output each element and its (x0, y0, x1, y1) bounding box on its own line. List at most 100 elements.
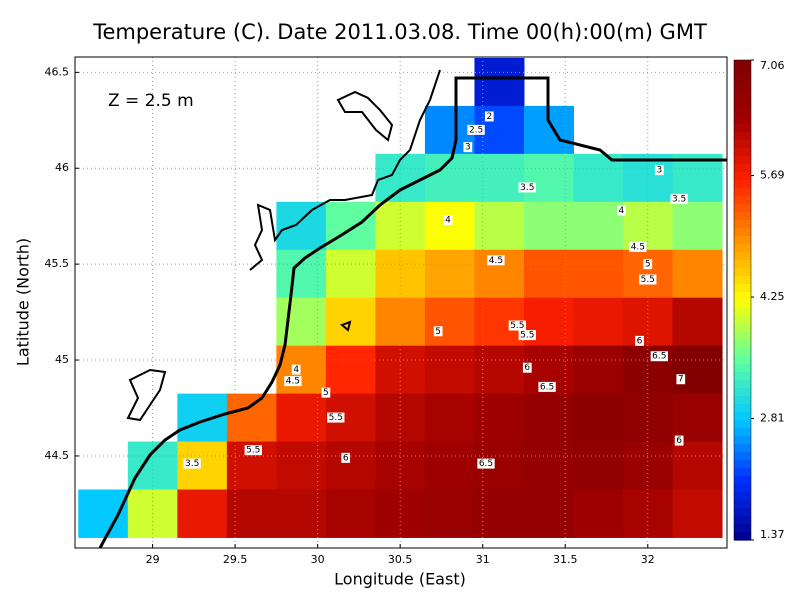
colorbar-segment (734, 108, 751, 117)
x-tick-label: 30.5 (388, 553, 413, 566)
contour-label-box (674, 435, 684, 446)
cell (474, 489, 525, 538)
colorbar-segment (734, 92, 751, 101)
contour-label: 3.5 (185, 459, 199, 469)
cell (276, 393, 327, 443)
cell (325, 249, 376, 299)
colorbar-segment (734, 332, 751, 341)
contour-label-box (654, 165, 664, 176)
colorbar-segment (734, 84, 751, 93)
cell (573, 441, 624, 491)
x-axis-label: Longitude (East) (334, 570, 466, 589)
cell (573, 249, 624, 299)
contour-label: 5.5 (641, 275, 655, 285)
contour-label-box (327, 412, 345, 423)
contour-label: 6.5 (540, 382, 554, 392)
contour-label: 3.5 (520, 183, 534, 193)
cell (226, 393, 277, 443)
contour-label-box (183, 458, 201, 469)
contour-label: 2.5 (469, 125, 483, 135)
contour-label-box (670, 193, 688, 204)
colorbar-segment (734, 380, 751, 389)
colorbar-segment (734, 60, 751, 69)
x-tick-label: 31.5 (553, 553, 578, 566)
colorbar-segment (734, 476, 751, 485)
colorbar-segment (734, 292, 751, 301)
cell (325, 201, 376, 251)
colorbar-segment (734, 460, 751, 469)
colorbar-segment (734, 172, 751, 181)
contour-label: 5 (323, 388, 329, 398)
colorbar-label: 2.81 (760, 412, 785, 425)
contour-label-box (629, 241, 647, 252)
contour-label: 6 (524, 363, 530, 373)
land (98, 69, 727, 548)
cell (672, 345, 723, 395)
contour-label: 6.5 (479, 459, 493, 469)
contour-label-box (650, 351, 668, 362)
colorbar-segment (734, 364, 751, 373)
chart-title: Temperature (C). Date 2011.03.08. Time 0… (92, 20, 707, 44)
cell (573, 489, 624, 538)
colorbar-segment (734, 116, 751, 125)
cell (226, 489, 277, 538)
x-tick-label: 29 (146, 553, 160, 566)
contour-label: 2 (486, 112, 492, 122)
contour-label: 6 (343, 453, 349, 463)
colorbar-segment (734, 348, 751, 357)
cell (672, 441, 723, 491)
cell (78, 489, 129, 538)
x-tick-label: 30 (311, 553, 325, 566)
cell (424, 345, 475, 395)
y-axis-label: Latitude (North) (14, 238, 33, 366)
cell (474, 393, 525, 443)
lake-outline (126, 368, 167, 422)
colorbar-segment (734, 372, 751, 381)
colorbar-segment (734, 300, 751, 309)
contour-label-box (463, 142, 473, 153)
cell (523, 201, 574, 251)
colorbar-segment (734, 180, 751, 189)
contour-label: 5 (435, 327, 441, 337)
cell (672, 393, 723, 443)
colorbar-segment (734, 196, 751, 205)
colorbar-segment (734, 500, 751, 509)
contour-label-box (244, 445, 262, 456)
cell (276, 489, 327, 538)
colorbar-segment (734, 204, 751, 213)
cell (424, 441, 475, 491)
cell (276, 201, 327, 251)
contour-label-box (635, 335, 644, 346)
contour-label-box (639, 274, 657, 285)
contour-label-box (284, 376, 302, 387)
contour-label: 6.5 (652, 352, 666, 362)
contour-label-box (538, 381, 556, 392)
colorbar-label: 5.69 (760, 169, 785, 182)
contour-label: 3 (656, 166, 662, 176)
colorbar-segment (734, 420, 751, 429)
cell (474, 153, 525, 203)
cell (573, 297, 624, 347)
y-tick-label: 45.5 (45, 257, 70, 270)
y-tick-label: 45 (55, 353, 69, 366)
cell (177, 489, 228, 538)
contour-label-box (487, 255, 505, 266)
colorbar-segment (734, 388, 751, 397)
cell (424, 249, 475, 299)
cell (276, 249, 327, 299)
colorbar-segment (734, 236, 751, 245)
colorbar-segment (734, 340, 751, 349)
colorbar-segment (734, 308, 751, 317)
contour-label: 4.5 (489, 256, 503, 266)
cell (424, 489, 475, 538)
contour-label-box (433, 326, 443, 337)
contour-label: 5.5 (246, 446, 260, 456)
river-outline (249, 69, 441, 271)
cell (523, 249, 574, 299)
contour-label: 5.5 (520, 331, 534, 341)
colorbar-segment (734, 76, 751, 85)
coastline (98, 76, 727, 548)
contour-label-box (616, 205, 626, 216)
colorbar-segment (734, 164, 751, 173)
